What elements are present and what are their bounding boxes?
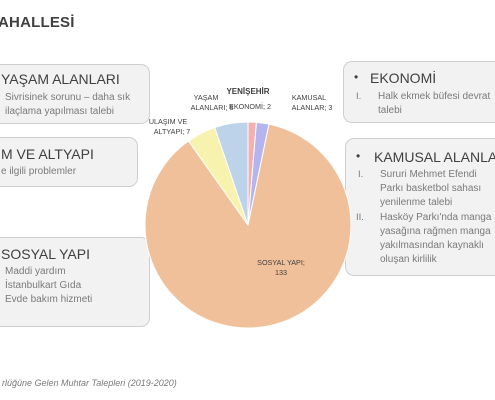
kamusal-bullet: • — [356, 149, 361, 163]
kamusal-numeral-1: I. — [358, 169, 364, 180]
slide-title: AHALLESİ — [0, 14, 75, 31]
slice-label-ulasim-line1: ULAŞIM VE — [149, 117, 188, 126]
slice-label-kamusal-line1: KAMUSAL — [292, 93, 326, 102]
slice-label-kamusal-line2: ALANLAR; 3 — [292, 103, 333, 112]
ulasim-altyapi-box: M VE ALTYAPI e ilgili problemler — [0, 137, 138, 187]
ulasim-altyapi-heading: M VE ALTYAPI — [1, 146, 94, 162]
ekonomi-line1: Halk ekmek büfesi devrat — [378, 91, 491, 102]
sosyal-yapi-item: İstanbulkart Gıda — [5, 280, 82, 291]
slice-label-yasam-line2: ALANLARI; 8 — [191, 103, 234, 112]
ekonomi-heading: EKONOMİ — [370, 70, 437, 86]
chart-title: YENİŞEHİR — [226, 87, 269, 96]
yasam-alanlari-box: YAŞAM ALANLARI Sivrisinek sorunu – daha … — [0, 64, 150, 124]
yasam-alanlari-heading: YAŞAM ALANLARI — [1, 71, 120, 87]
kamusal-item2-line: oluşan kirlilik — [380, 254, 437, 265]
ekonomi-line2: talebi — [378, 105, 402, 116]
kamusal-item1-line: yenilenme talebi — [380, 197, 453, 208]
ekonomi-box: • EKONOMİ I. Halk ekmek büfesi devrat ta… — [343, 61, 495, 123]
slice-label-yasam-line1: YAŞAM — [194, 93, 219, 102]
kamusal-item1-line: Sururi Mehmet Efendi — [380, 169, 477, 180]
slice-label-sosyal-line2: 133 — [275, 268, 287, 277]
kamusal-alanlar-box: • KAMUSAL ALANLA I. Sururi Mehmet Efendi… — [345, 138, 495, 276]
pie-slices — [144, 121, 352, 329]
slice-label-ekonomi: EKONOMİ; 2 — [229, 102, 271, 111]
footer-source: rlüğüne Gelen Muhtar Talepleri (2019-202… — [2, 378, 177, 388]
pie-slice-yaşam-alanlari — [214, 121, 249, 226]
slice-label-ulasim-line2: ALTYAPI; 7 — [154, 127, 190, 136]
slice-label-sosyal-line1: SOSYAL YAPI; — [257, 258, 305, 267]
kamusal-item1-line: Parkı basketbol sahası — [380, 183, 482, 194]
kamusal-item2-line: yakılmasından kaynaklı — [380, 240, 484, 251]
kamusal-item2-line: Hasköy Parkı'nda manga — [380, 212, 492, 223]
ulasim-altyapi-line1: e ilgili problemler — [1, 166, 77, 177]
sosyal-yapi-item: Maddi yardım — [5, 266, 66, 277]
kamusal-numeral-2: II. — [356, 212, 364, 223]
yasam-alanlari-line1: Sivrisinek sorunu – daha sık — [5, 92, 131, 103]
kamusal-item2-line: yasağına rağmen manga — [380, 226, 491, 237]
ekonomi-numeral: I. — [356, 91, 362, 102]
yasam-alanlari-line2: ilaçlama yapılması talebi — [5, 106, 114, 117]
kamusal-heading: KAMUSAL ALANLA — [374, 149, 495, 165]
sosyal-yapi-heading: SOSYAL YAPI — [1, 246, 90, 262]
sosyal-yapi-item: Evde bakım hizmeti — [5, 294, 93, 305]
pie-slice-sosyal-yapi — [144, 123, 352, 329]
sosyal-yapi-box: SOSYAL YAPI Maddi yardım İstanbulkart Gı… — [0, 237, 150, 327]
ekonomi-bullet: • — [354, 70, 359, 84]
